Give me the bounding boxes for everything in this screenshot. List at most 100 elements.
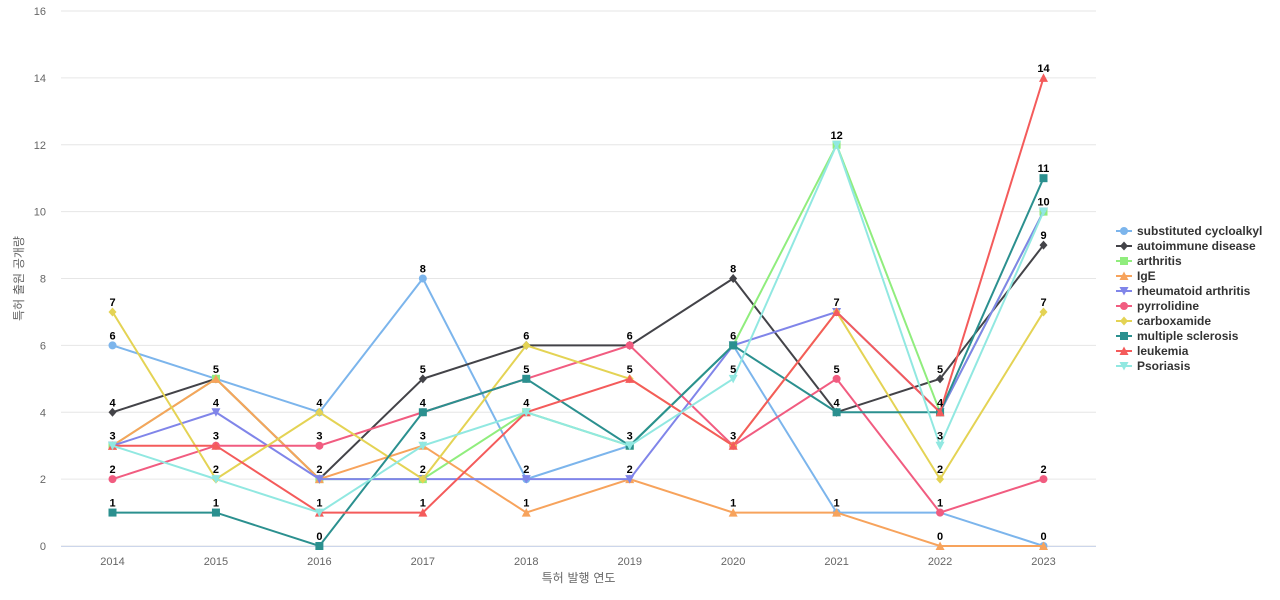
data-point[interactable] — [418, 374, 427, 384]
data-label: 2 — [420, 464, 426, 476]
data-point[interactable] — [625, 441, 635, 451]
data-point[interactable] — [521, 508, 531, 517]
data-point[interactable] — [211, 408, 221, 417]
x-tick-label: 2019 — [617, 556, 641, 568]
data-label: 1 — [109, 498, 115, 510]
data-label: 2 — [109, 464, 115, 476]
y-axis-ticks: 0 2 4 6 8 10 12 14 16 — [34, 6, 46, 553]
data-point[interactable] — [211, 374, 221, 383]
data-point[interactable] — [936, 474, 945, 484]
legend-item[interactable]: pyrrolidine — [1116, 299, 1199, 313]
data-point[interactable] — [729, 274, 738, 283]
legend-marker[interactable] — [1120, 227, 1128, 235]
data-point[interactable] — [314, 475, 324, 484]
y-tick-label: 14 — [34, 73, 46, 85]
data-point[interactable] — [315, 441, 324, 450]
data-point[interactable] — [625, 475, 635, 484]
data-point[interactable] — [314, 508, 324, 518]
data-point[interactable] — [418, 274, 427, 283]
series-line — [112, 276, 1044, 547]
data-label: 5 — [834, 364, 840, 376]
data-point[interactable] — [935, 407, 945, 417]
data-label: 1 — [834, 498, 840, 510]
data-point[interactable] — [108, 307, 117, 317]
data-point[interactable] — [108, 475, 117, 484]
data-point[interactable] — [521, 475, 531, 484]
legend-marker[interactable] — [1119, 346, 1129, 356]
legend-item[interactable]: substituted cycloalkyl — [1116, 224, 1262, 238]
data-point[interactable] — [935, 441, 945, 451]
series-line — [111, 377, 1044, 547]
data-point[interactable] — [935, 541, 945, 551]
data-label: 4 — [937, 397, 944, 409]
data-point[interactable] — [832, 140, 842, 150]
legend-marker[interactable] — [1120, 332, 1128, 340]
legend-marker[interactable] — [1120, 241, 1128, 251]
data-label: 0 — [937, 531, 943, 543]
legend-item[interactable]: multiple sclerosis — [1116, 329, 1239, 343]
legend-item[interactable]: Psoriasis — [1116, 359, 1191, 373]
series-arthritis — [108, 140, 1048, 484]
data-point[interactable] — [418, 441, 428, 451]
legend-item[interactable]: leukemia — [1116, 344, 1189, 358]
data-point[interactable] — [521, 408, 531, 417]
data-point[interactable] — [108, 508, 117, 517]
data-point[interactable] — [315, 542, 324, 550]
data-point[interactable] — [211, 508, 220, 517]
data-point[interactable] — [728, 441, 738, 450]
data-label: 3 — [109, 431, 115, 443]
data-label: 2 — [523, 464, 529, 476]
data-point[interactable] — [832, 307, 842, 316]
data-labels: 7643215432143210854321654216532865311275… — [109, 63, 1050, 543]
data-point[interactable] — [418, 508, 428, 517]
legend-marker[interactable] — [1119, 287, 1129, 296]
data-point[interactable] — [936, 508, 945, 517]
legend-marker[interactable] — [1120, 316, 1128, 326]
legend-item[interactable]: IgE — [1116, 269, 1156, 283]
data-point[interactable] — [1039, 174, 1048, 183]
data-point[interactable] — [728, 508, 738, 517]
data-point[interactable] — [729, 341, 738, 350]
data-point[interactable] — [211, 475, 221, 484]
data-point[interactable] — [108, 407, 117, 417]
data-label: 12 — [830, 130, 842, 142]
legend-item[interactable]: rheumatoid arthritis — [1116, 284, 1251, 298]
data-point[interactable] — [625, 341, 634, 350]
data-label: 3 — [316, 431, 322, 443]
x-tick-label: 2014 — [100, 556, 124, 568]
y-tick-label: 0 — [40, 541, 46, 553]
data-point[interactable] — [936, 374, 945, 384]
legend-marker[interactable] — [1120, 302, 1128, 310]
data-point[interactable] — [1039, 475, 1048, 484]
data-point[interactable] — [625, 374, 635, 383]
legend-item[interactable]: autoimmune disease — [1116, 239, 1256, 253]
data-point[interactable] — [522, 340, 531, 350]
data-point[interactable] — [1039, 207, 1048, 217]
data-point[interactable] — [418, 408, 427, 417]
legend-marker[interactable] — [1119, 362, 1129, 371]
legend-marker[interactable] — [1120, 257, 1128, 265]
legend-label: IgE — [1137, 269, 1156, 283]
legend-marker[interactable] — [1119, 271, 1129, 281]
data-point[interactable] — [832, 508, 842, 517]
data-point[interactable] — [211, 441, 221, 450]
data-point[interactable] — [522, 374, 531, 383]
data-point[interactable] — [315, 407, 324, 417]
data-point[interactable] — [418, 474, 427, 484]
data-label: 2 — [213, 464, 219, 476]
data-point[interactable] — [1039, 73, 1048, 82]
legend-item[interactable]: arthritis — [1116, 254, 1182, 268]
legend-item[interactable]: carboxamide — [1116, 314, 1211, 328]
data-point[interactable] — [1039, 541, 1048, 551]
data-point[interactable] — [108, 441, 117, 451]
data-point[interactable] — [832, 408, 841, 417]
data-point[interactable] — [108, 341, 117, 350]
data-point[interactable] — [832, 374, 841, 383]
x-tick-label: 2018 — [514, 556, 538, 568]
data-label: 3 — [213, 431, 219, 443]
data-point[interactable] — [1039, 307, 1048, 317]
data-point[interactable] — [728, 374, 738, 384]
data-point[interactable] — [1039, 240, 1048, 250]
data-label: 6 — [523, 330, 529, 342]
